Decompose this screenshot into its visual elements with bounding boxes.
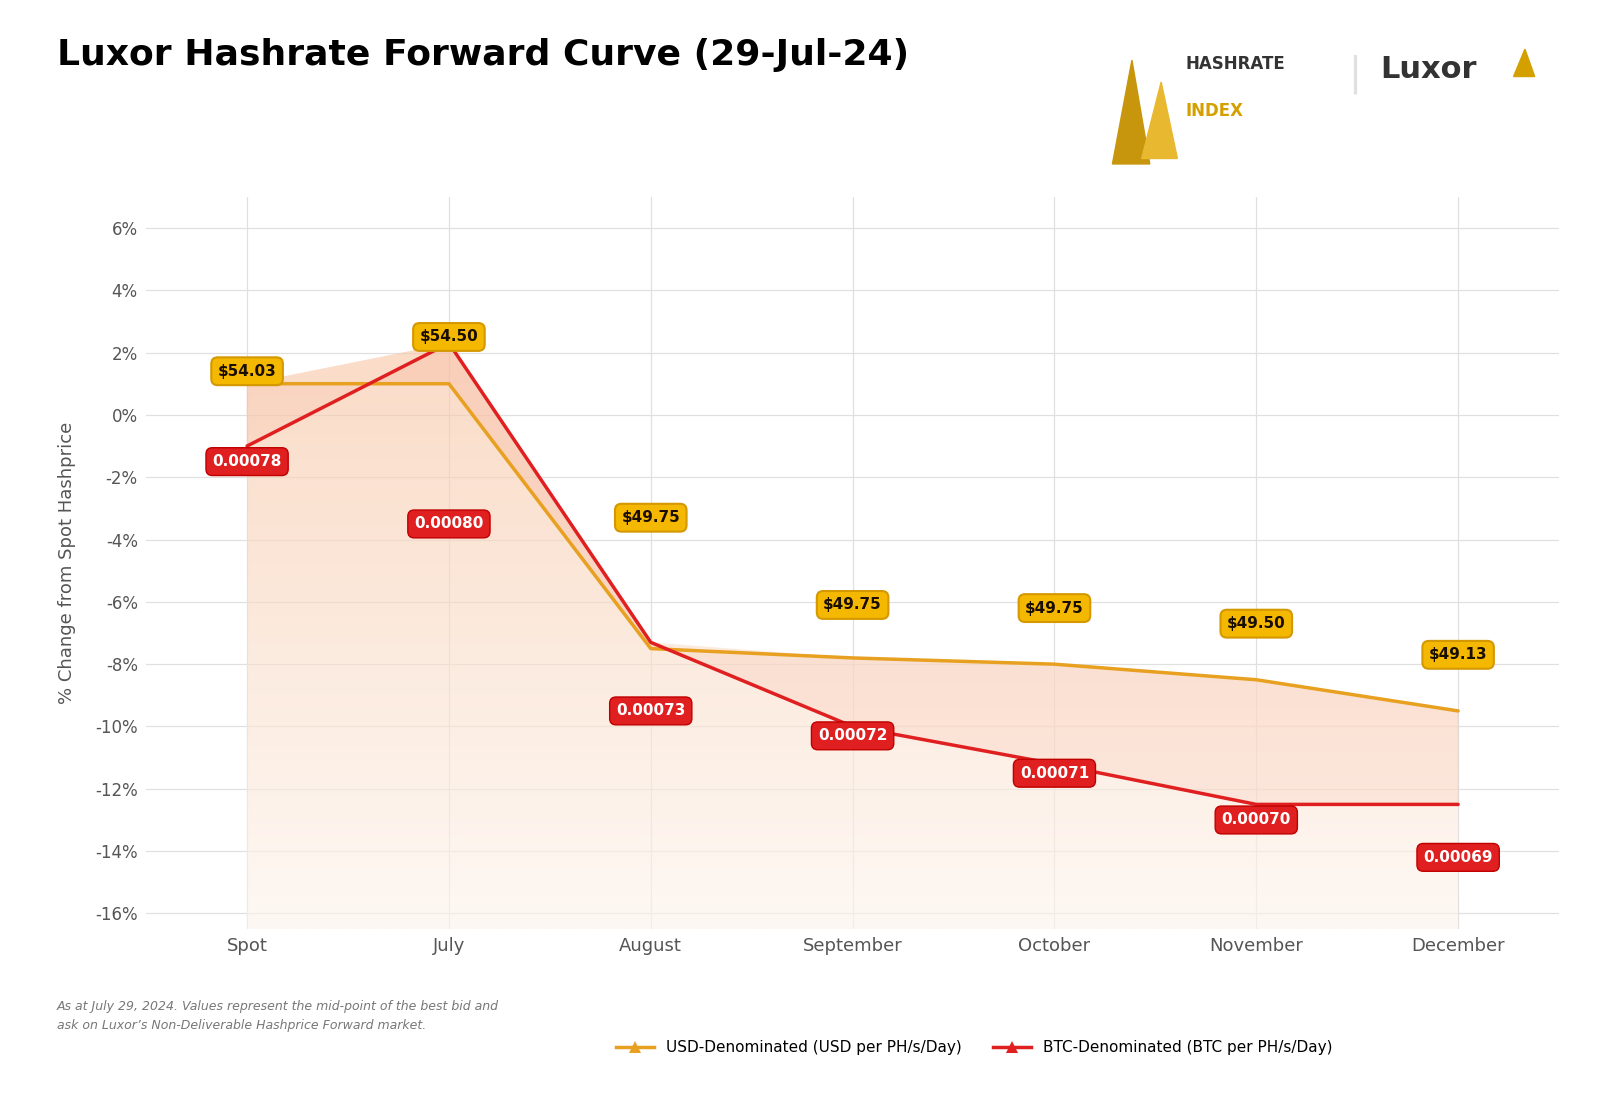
- Text: |: |: [1347, 55, 1360, 94]
- Legend: USD-Denominated (USD per PH/s/Day), BTC-Denominated (BTC per PH/s/Day): USD-Denominated (USD per PH/s/Day), BTC-…: [610, 1034, 1337, 1061]
- Text: 0.00070: 0.00070: [1220, 812, 1290, 827]
- Text: $54.03: $54.03: [217, 364, 276, 379]
- Text: $49.75: $49.75: [1024, 600, 1083, 615]
- Text: 0.00078: 0.00078: [213, 454, 282, 469]
- Text: $49.13: $49.13: [1428, 647, 1487, 662]
- Text: 0.00073: 0.00073: [615, 704, 685, 718]
- Text: Luxor Hashrate Forward Curve (29-Jul-24): Luxor Hashrate Forward Curve (29-Jul-24): [57, 38, 909, 72]
- Text: $49.50: $49.50: [1225, 616, 1285, 631]
- Text: HASHRATE: HASHRATE: [1185, 55, 1284, 72]
- Text: $54.50: $54.50: [419, 329, 479, 344]
- Text: 0.00069: 0.00069: [1422, 850, 1492, 865]
- Y-axis label: % Change from Spot Hashprice: % Change from Spot Hashprice: [57, 422, 76, 704]
- Text: INDEX: INDEX: [1185, 102, 1243, 119]
- Text: 0.00072: 0.00072: [818, 728, 886, 743]
- Text: 0.00080: 0.00080: [414, 516, 484, 531]
- Text: $49.75: $49.75: [823, 598, 881, 612]
- Text: Luxor: Luxor: [1380, 55, 1475, 84]
- Text: $49.75: $49.75: [622, 510, 680, 526]
- Text: 0.00071: 0.00071: [1019, 766, 1089, 780]
- Text: As at July 29, 2024. Values represent the mid-point of the best bid and
ask on L: As at July 29, 2024. Values represent th…: [57, 1000, 498, 1032]
